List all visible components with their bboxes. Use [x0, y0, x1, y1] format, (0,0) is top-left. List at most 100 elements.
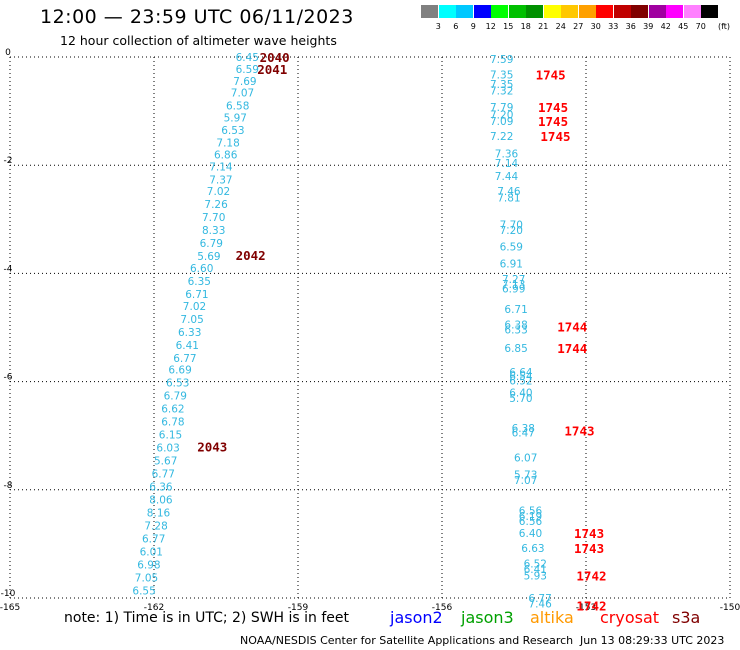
wave-height-label: 7.20	[490, 109, 513, 121]
pass-time-label: 2040	[260, 50, 290, 65]
wave-height-label: 7.35	[490, 69, 513, 81]
scale-label: 30	[590, 22, 601, 31]
wave-height-label: 7.28	[144, 521, 167, 533]
wave-height-label: 6.33	[178, 327, 201, 339]
wave-height-label: 8.06	[149, 495, 173, 507]
wave-height-label: 7.13	[502, 279, 525, 291]
wave-height-label: 7.09	[490, 116, 513, 128]
scale-swatch	[526, 5, 543, 18]
source-credit: NOAA/NESDIS Center for Satellite Applica…	[240, 634, 574, 647]
wave-height-label: 7.44	[495, 171, 519, 183]
scale-label: 3	[435, 22, 441, 31]
pass-time-label: 1743	[574, 526, 604, 541]
wave-height-label: 8.16	[147, 508, 171, 520]
wave-height-label: 6.56	[519, 505, 543, 517]
scale-label: 6	[453, 22, 459, 31]
x-tick-label: -150	[720, 603, 740, 613]
wave-height-label: 6.38	[512, 423, 535, 435]
wave-height-label: 6.99	[502, 284, 525, 296]
wave-height-label: 7.02	[183, 301, 206, 313]
wave-height-label: 6.62	[161, 404, 184, 416]
wave-height-label: 6.03	[156, 443, 179, 455]
scale-swatch	[683, 5, 701, 18]
x-tick-label: -165	[0, 603, 20, 613]
wave-height-label: 7.20	[500, 225, 523, 237]
scale-swatch	[701, 5, 718, 18]
scale-label: 18	[520, 22, 531, 31]
wave-height-label: 7.07	[514, 475, 537, 487]
x-tick-label: -153	[576, 603, 596, 613]
wave-height-label: 6.77	[173, 353, 196, 365]
scale-swatch	[473, 5, 491, 18]
wave-height-label: 6.55	[132, 585, 155, 597]
scale-label: 39	[643, 22, 654, 31]
scale-label: 24	[555, 22, 566, 31]
pass-time-label: 2042	[236, 248, 266, 263]
wave-height-label: 6.63	[521, 543, 544, 555]
pass-time-label: 1742	[576, 599, 606, 614]
chart-title: 12:00 — 23:59 UTC 06/11/2023	[40, 6, 354, 28]
pass-time-label: 1744	[557, 341, 587, 356]
wave-height-label: 6.41	[524, 564, 547, 576]
wave-height-label: 6.38	[504, 319, 527, 331]
wave-height-label: 8.33	[202, 225, 225, 237]
wave-height-label: 5.67	[154, 456, 177, 468]
wave-height-label: 7.36	[495, 148, 519, 160]
y-tick-label: -8	[4, 481, 13, 491]
y-tick-label: 0	[5, 48, 11, 58]
scale-label: 9	[470, 22, 476, 31]
generated-timestamp: Jun 13 08:29:33 UTC 2023	[580, 634, 725, 647]
scale-label: 70	[695, 22, 706, 31]
x-tick-label: -162	[144, 603, 164, 613]
scale-label: 45	[678, 22, 689, 31]
chart-subtitle: 12 hour collection of altimeter wave hei…	[60, 33, 337, 48]
wave-height-label: 6.58	[226, 101, 249, 113]
wave-height-label: 5.93	[524, 570, 547, 582]
wave-height-label: 7.07	[231, 88, 254, 100]
y-tick-label: -2	[4, 156, 13, 166]
wave-height-label: 6.60	[190, 263, 213, 275]
wave-height-label: 6.86	[214, 149, 238, 161]
satellite-cryosat: cryosat	[600, 608, 660, 627]
wave-height-label: 6.79	[200, 238, 223, 250]
scale-swatch	[596, 5, 613, 18]
wave-height-label: 5.70	[509, 393, 532, 405]
pass-time-label: 1742	[576, 568, 606, 583]
wave-height-label: 7.70	[500, 220, 523, 232]
wave-height-label: 6.71	[504, 304, 527, 316]
scale-label: 27	[573, 22, 584, 31]
wave-height-label: 6.53	[166, 378, 189, 390]
y-tick-label: -6	[4, 373, 13, 383]
wave-height-label: 6.56	[519, 516, 543, 528]
scale-swatch	[648, 5, 666, 18]
wave-height-label: 7.05	[135, 572, 158, 584]
wave-height-label: 5.97	[224, 113, 247, 125]
wave-height-label: 6.19	[519, 511, 542, 523]
x-tick-label: -159	[288, 603, 309, 613]
wave-height-label: 6.52	[509, 376, 532, 388]
wave-height-label: 6.01	[140, 546, 163, 558]
wave-height-label: 7.37	[209, 174, 232, 186]
wave-height-label: 7.81	[497, 193, 520, 205]
wave-height-label: 7.14	[495, 158, 519, 170]
wave-height-label: 5.69	[197, 251, 220, 263]
wave-height-label: 6.53	[221, 125, 244, 137]
pass-time-label: 1745	[538, 114, 568, 129]
scale-swatch	[421, 5, 438, 18]
wave-height-label: 7.02	[207, 186, 230, 198]
pass-time-label: 1744	[557, 319, 587, 334]
y-tick-label: -4	[4, 264, 13, 274]
wave-height-label: 6.78	[161, 417, 184, 429]
wave-height-label: 7.59	[490, 54, 513, 66]
scale-swatch	[666, 5, 683, 18]
pass-time-label: 2041	[257, 62, 287, 77]
wave-height-label: 6.79	[164, 391, 187, 403]
scale-label: 12	[485, 22, 496, 31]
wave-height-label: 6.36	[149, 482, 173, 494]
wave-height-label: 6.71	[185, 289, 208, 301]
wave-height-label: 6.33	[504, 325, 527, 337]
satellite-altika: altika	[530, 608, 574, 627]
pass-time-label: 1743	[564, 423, 594, 438]
wave-height-label: 6.59	[500, 241, 523, 253]
